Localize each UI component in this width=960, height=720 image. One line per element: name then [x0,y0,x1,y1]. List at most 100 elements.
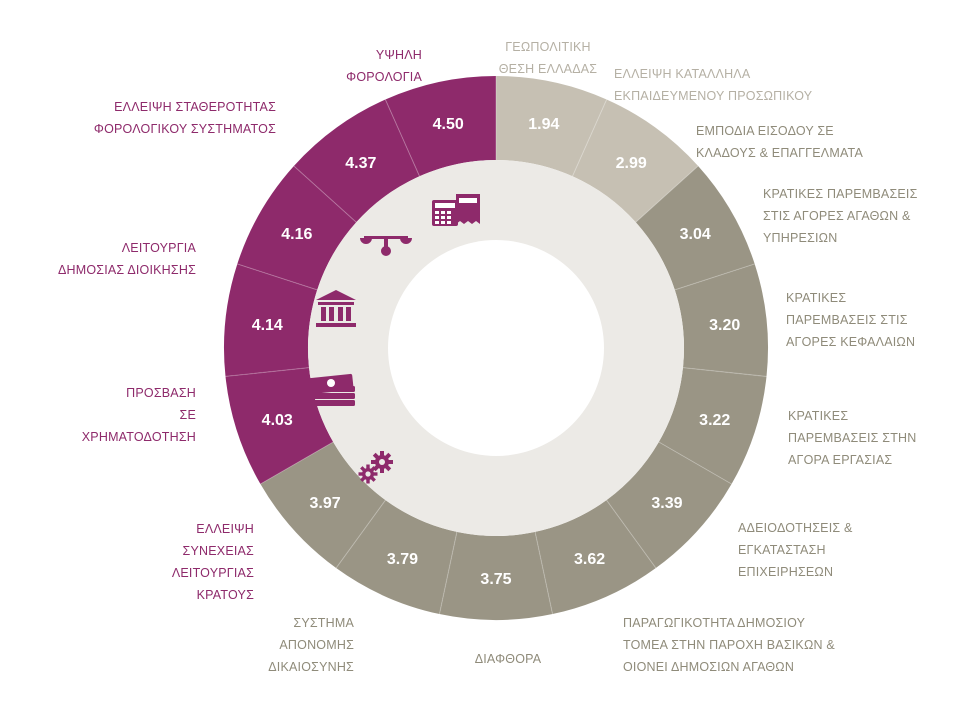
ring-segment [385,76,496,177]
label-line: ΣΥΣΤΗΜΑ [293,616,354,630]
label-public-administration: ΛΕΙΤΟΥΡΓΙΑ ΔΗΜΟΣΙΑΣ ΔΙΟΙΚΗΣΗΣ [20,237,196,281]
ring-segment [293,99,420,223]
label-state-intervention-capital: ΚΡΑΤΙΚΕΣ ΠΑΡΕΜΒΑΣΕΙΣ ΣΤΙΣ ΑΓΟΡΕΣ ΚΕΦΑΛΑΙ… [786,287,915,353]
label-access-to-finance: ΠΡΟΣΒΑΣΗ ΣΕ ΧΡΗΜΑΤΟΔΟΤΗΣΗ [40,382,196,448]
ring-segment [606,442,732,569]
label-line: ΑΠΟΝΟΜΗΣ [279,638,354,652]
ring-segment [674,263,768,377]
label-line: ΕΛΛΕΙΨΗ ΣΤΑΘΕΡΟΤΗΤΑΣ [114,100,276,114]
ring-segment [260,442,386,569]
segment-divider [606,499,657,569]
ring-segment [225,367,334,484]
label-line: ΥΠΗΡΕΣΙΩΝ [763,231,838,245]
center-hole [388,240,604,456]
value-label: 4.16 [281,226,312,243]
value-label: 1.94 [528,116,559,133]
label-line: ΕΚΠΑΙΔΕΥΜΕΝΟΥ ΠΡΟΣΩΠΙΚΟΥ [614,89,813,103]
ring-segment [635,165,755,290]
label-state-intervention-labour: ΚΡΑΤΙΚΕΣ ΠΑΡΕΜΒΑΣΕΙΣ ΣΤΗΝ ΑΓΟΡΑ ΕΡΓΑΣΙΑΣ [788,405,916,471]
value-label: 3.04 [680,226,711,243]
label-line: ΤΟΜΕΑ ΣΤΗΝ ΠΑΡΟΧΗ ΒΑΣΙΚΩΝ & [623,638,835,652]
value-label: 2.99 [616,155,647,172]
ring-segments [223,76,768,621]
label-public-sector-productivity: ΠΑΡΑΓΩΓΙΚΟΤΗΤΑ ΔΗΜΟΣΙΟΥ ΤΟΜΕΑ ΣΤΗΝ ΠΑΡΟΧ… [623,612,835,678]
label-line: ΘΕΣΗ ΕΛΛΑΔΑΣ [498,62,598,76]
label-line: ΦΟΡΟΛΟΓΙΑ [346,70,422,84]
ring-segment [535,500,656,615]
value-label: 4.14 [252,317,283,334]
segment-divider [260,441,334,485]
value-label: 4.03 [262,412,293,429]
label-line: ΠΑΡΑΓΩΓΙΚΟΤΗΤΑ ΔΗΜΟΣΙΟΥ [623,616,806,630]
value-label: 3.62 [574,551,605,568]
value-label: 4.50 [433,116,464,133]
label-high-taxation: ΥΨΗΛΗ ΦΟΡΟΛΟΓΙΑ [300,44,422,88]
label-line: ΠΑΡΕΜΒΑΣΕΙΣ ΣΤΗΝ [788,431,917,445]
ring-segment [223,263,318,377]
segment-divider [534,531,554,615]
label-line: ΔΗΜΟΣΙΑΣ ΔΙΟΙΚΗΣΗΣ [57,263,196,277]
segment-divider [572,99,608,177]
ring-segment [237,165,357,290]
label-lack-of-trained-staff: ΕΛΛΕΙΨΗ ΚΑΤΑΛΛΗΛΑ ΕΚΠΑΙΔΕΥΜΕΝΟΥ ΠΡΟΣΩΠΙΚ… [614,63,812,107]
label-line: ΚΡΑΤΙΚΕΣ ΠΑΡΕΜΒΑΣΕΙΣ [763,187,918,201]
label-line: ΚΡΑΤΙΚΕΣ [786,291,847,305]
segment-divider [438,531,458,615]
ring-segment [336,500,457,615]
label-line: ΦΟΡΟΛΟΓΙΚΟΥ ΣΥΣΤΗΜΑΤΟΣ [93,122,276,136]
label-line: ΚΛΑΔΟΥΣ & ΕΠΑΓΓΕΛΜΑΤΑ [696,146,864,160]
segment-divider [658,441,732,485]
label-state-continuity: ΕΛΛΕΙΨΗ ΣΥΝΕΧΕΙΑΣ ΛΕΙΤΟΥΡΓΙΑΣ ΚΡΑΤΟΥΣ [100,518,254,606]
value-label: 3.97 [310,495,341,512]
label-geopolitical-position: ΓΕΩΠΟΛΙΤΙΚΗ ΘΕΣΗ ΕΛΛΑΔΑΣ [488,36,608,80]
segment-dividers [225,76,767,615]
label-line: ΓΕΩΠΟΛΙΤΙΚΗ [505,40,591,54]
label-line: ΔΙΑΦΘΟΡΑ [474,652,542,666]
segment-divider [237,263,318,291]
segment-divider [635,165,699,223]
value-label: 3.75 [480,571,511,588]
value-label: 3.20 [709,317,740,334]
label-line: ΟΙΟΝΕΙ ΔΗΜΟΣΙΩΝ ΑΓΑΘΩΝ [623,660,795,674]
label-corruption: ΔΙΑΦΘΟΡΑ [448,648,568,670]
label-line: ΛΕΙΤΟΥΡΓΙΑΣ [171,566,254,580]
value-label: 4.37 [345,155,376,172]
label-line: ΑΓΟΡΑ ΕΡΓΑΣΙΑΣ [788,453,893,467]
segment-divider [335,499,386,569]
label-line: ΠΑΡΕΜΒΑΣΕΙΣ ΣΤΙΣ [786,313,908,327]
label-line: ΕΜΠΟΔΙΑ ΕΙΣΟΔΟΥ ΣΕ [696,124,834,138]
value-label: 3.79 [387,551,418,568]
label-line: ΚΡΑΤΟΥΣ [196,588,254,602]
label-line: ΛΕΙΤΟΥΡΓΙΑ [121,241,196,255]
label-justice-system: ΣΥΣΤΗΜΑ ΑΠΟΝΟΜΗΣ ΔΙΚΑΙΟΣΥΝΗΣ [220,612,354,678]
label-line: ΥΨΗΛΗ [375,48,422,62]
label-line: ΑΔΕΙΟΔΟΤΗΣΕΙΣ & [738,521,853,535]
label-licensing: ΑΔΕΙΟΔΟΤΗΣΕΙΣ & ΕΓΚΑΤΑΣΤΑΣΗ ΕΠΙΧΕΙΡΗΣΕΩΝ [738,517,853,583]
label-entry-barriers: ΕΜΠΟΔΙΑ ΕΙΣΟΔΟΥ ΣΕ ΚΛΑΔΟΥΣ & ΕΠΑΓΓΕΛΜΑΤΑ [696,120,863,164]
balance-scale-icon [360,236,412,256]
value-label: 3.22 [699,412,730,429]
ring-segment [439,531,553,621]
label-line: ΕΛΛΕΙΨΗ [196,522,254,536]
label-line: ΕΠΙΧΕΙΡΗΣΕΩΝ [738,565,834,579]
calculator-receipt-icon [432,194,480,226]
value-labels: 1.94 2.99 3.04 3.20 3.22 3.39 3.62 3.75 3.79 3.97… [252,116,741,588]
label-line: ΕΓΚΑΤΑΣΤΑΣΗ [738,543,826,557]
segment-divider [293,165,357,223]
label-line: ΣΕ [179,408,196,422]
ring-segment [496,76,607,177]
label-line: ΔΙΚΑΙΟΣΥΝΗΣ [268,660,354,674]
label-line: ΣΤΙΣ ΑΓΟΡΕΣ ΑΓΑΘΩΝ & [763,209,911,223]
gears-icon [358,451,393,484]
bank-building-icon [316,290,356,327]
money-stack-icon [307,373,355,406]
label-line: ΧΡΗΜΑΤΟΔΟΤΗΣΗ [81,430,196,444]
ring-segment [572,99,699,223]
label-line: ΑΓΟΡΕΣ ΚΕΦΑΛΑΙΩΝ [786,335,916,349]
ring-segment [658,367,767,484]
segment-divider [384,99,420,177]
label-state-intervention-goods: ΚΡΑΤΙΚΕΣ ΠΑΡΕΜΒΑΣΕΙΣ ΣΤΙΣ ΑΓΟΡΕΣ ΑΓΑΘΩΝ … [763,183,918,249]
label-line: ΕΛΛΕΙΨΗ ΚΑΤΑΛΛΗΛΑ [614,67,751,81]
